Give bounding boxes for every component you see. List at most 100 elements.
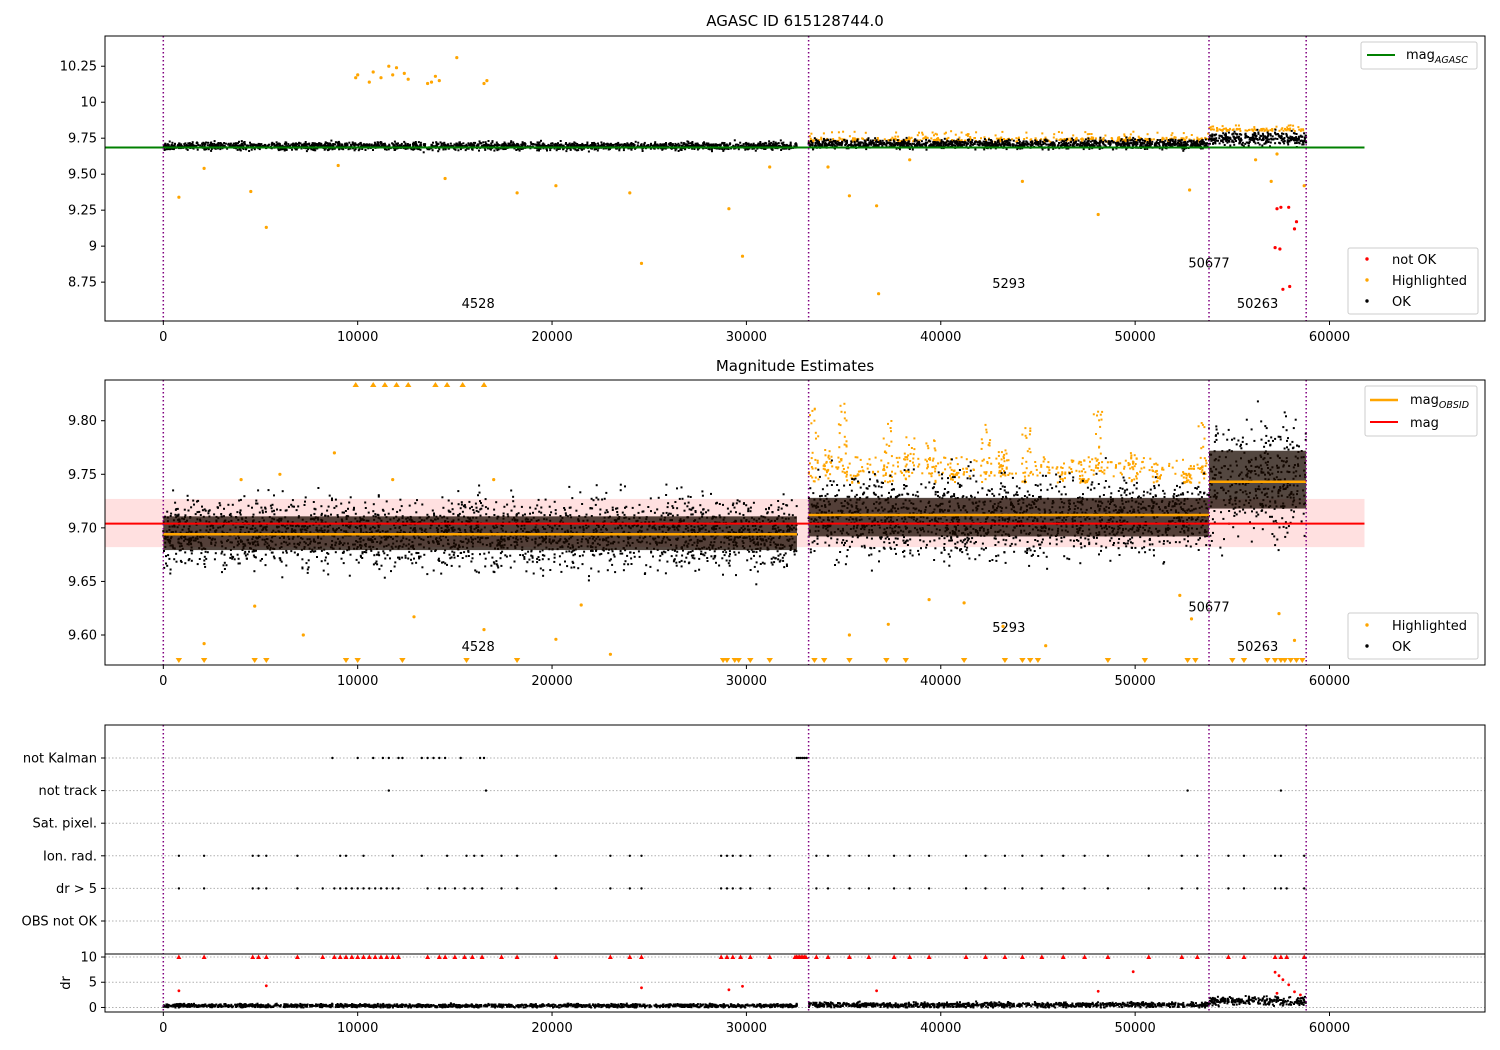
highlighted-point <box>485 79 489 83</box>
ok-point <box>217 142 220 144</box>
highlighted-point <box>249 189 253 194</box>
obsid-label: 4528 <box>462 297 495 312</box>
highlighted-point <box>1135 475 1138 478</box>
ok-point <box>810 141 813 144</box>
ok-point <box>1244 142 1247 145</box>
highlighted-point <box>899 470 902 473</box>
ok-point <box>1237 136 1240 139</box>
y-tick-label: 9 <box>89 240 97 255</box>
ok-point <box>1122 140 1125 143</box>
highlighted-point <box>950 473 953 475</box>
ok-point <box>596 149 599 152</box>
highlighted-point <box>817 435 820 438</box>
highlighted-point <box>912 457 915 460</box>
ok-point <box>413 557 415 560</box>
ok-point <box>1140 143 1143 146</box>
ok-point <box>227 142 230 145</box>
ok-point <box>873 143 875 146</box>
ok-point <box>550 142 553 145</box>
ok-point <box>250 148 253 151</box>
ok-point <box>295 142 297 145</box>
ok-point <box>1041 148 1044 151</box>
highlighted-point <box>1190 481 1193 484</box>
highlighted-point <box>816 459 819 462</box>
ok-point <box>256 144 259 147</box>
highlighted-point <box>984 478 987 481</box>
highlighted-point <box>1070 459 1073 462</box>
ok-point <box>881 145 884 147</box>
highlighted-point <box>1130 457 1133 460</box>
ok-point <box>1073 145 1076 148</box>
highlighted-point <box>887 462 890 465</box>
ok-point <box>607 145 610 148</box>
ok-point <box>376 143 379 146</box>
ok-point <box>1297 138 1300 141</box>
highlighted-point <box>947 463 949 466</box>
ok-point <box>593 141 596 144</box>
ok-point <box>540 139 542 142</box>
ok-point <box>509 144 512 147</box>
ok-point <box>862 145 865 147</box>
ok-point <box>954 142 957 145</box>
ok-point <box>1294 139 1297 142</box>
highlighted-point <box>443 176 447 181</box>
ok-point <box>202 141 205 144</box>
ok-point <box>691 142 694 145</box>
ok-point <box>907 145 910 148</box>
ok-point <box>199 144 202 147</box>
ok-point <box>1265 137 1268 140</box>
highlighted-point <box>1075 136 1078 139</box>
ok-point <box>571 142 574 145</box>
ok-point <box>400 142 403 145</box>
ok-point <box>332 143 335 146</box>
ok-point <box>495 141 498 144</box>
ok-point <box>1236 133 1238 136</box>
highlighted-point <box>1007 474 1010 476</box>
ok-point <box>1208 138 1210 141</box>
highlighted-point <box>426 81 430 86</box>
ok-point <box>1167 141 1170 144</box>
ok-point <box>908 148 911 150</box>
ok-point <box>637 141 640 144</box>
ok-point <box>1186 140 1189 143</box>
ok-point <box>551 144 554 147</box>
ok-point <box>779 145 782 148</box>
ok-point <box>600 141 603 144</box>
ok-point <box>1183 148 1186 151</box>
ok-point <box>947 140 950 143</box>
ok-point <box>856 138 859 141</box>
highlighted-point <box>1203 426 1206 429</box>
highlighted-point <box>889 480 891 483</box>
ok-point <box>522 554 524 557</box>
ok-point <box>1125 136 1128 139</box>
ok-point <box>383 144 386 147</box>
ok-point <box>1215 139 1218 142</box>
ok-point <box>940 142 943 145</box>
highlighted-point <box>1075 469 1078 472</box>
ok-point <box>548 144 551 147</box>
ok-point <box>1240 137 1242 140</box>
ok-point <box>168 148 171 151</box>
ok-point <box>703 141 705 144</box>
ok-point <box>707 509 710 512</box>
ok-point <box>704 143 707 146</box>
highlighted-point <box>936 133 938 136</box>
ok-point <box>982 140 985 143</box>
ok-point <box>1234 137 1237 140</box>
ok-point <box>874 144 877 147</box>
ok-point <box>586 145 589 148</box>
highlighted-point <box>1089 460 1091 463</box>
not-ok-point <box>1292 227 1297 231</box>
highlighted-point <box>840 410 843 413</box>
highlighted-point <box>1211 128 1214 131</box>
ok-point <box>478 571 480 574</box>
ok-point <box>445 144 448 147</box>
ok-point <box>327 143 330 146</box>
ok-point <box>811 142 814 145</box>
highlighted-point <box>811 467 814 470</box>
ok-point <box>1224 133 1227 136</box>
highlighted-point <box>975 460 978 463</box>
ok-point <box>326 142 328 145</box>
highlighted-point <box>1144 137 1147 140</box>
highlighted-point <box>1005 138 1008 141</box>
